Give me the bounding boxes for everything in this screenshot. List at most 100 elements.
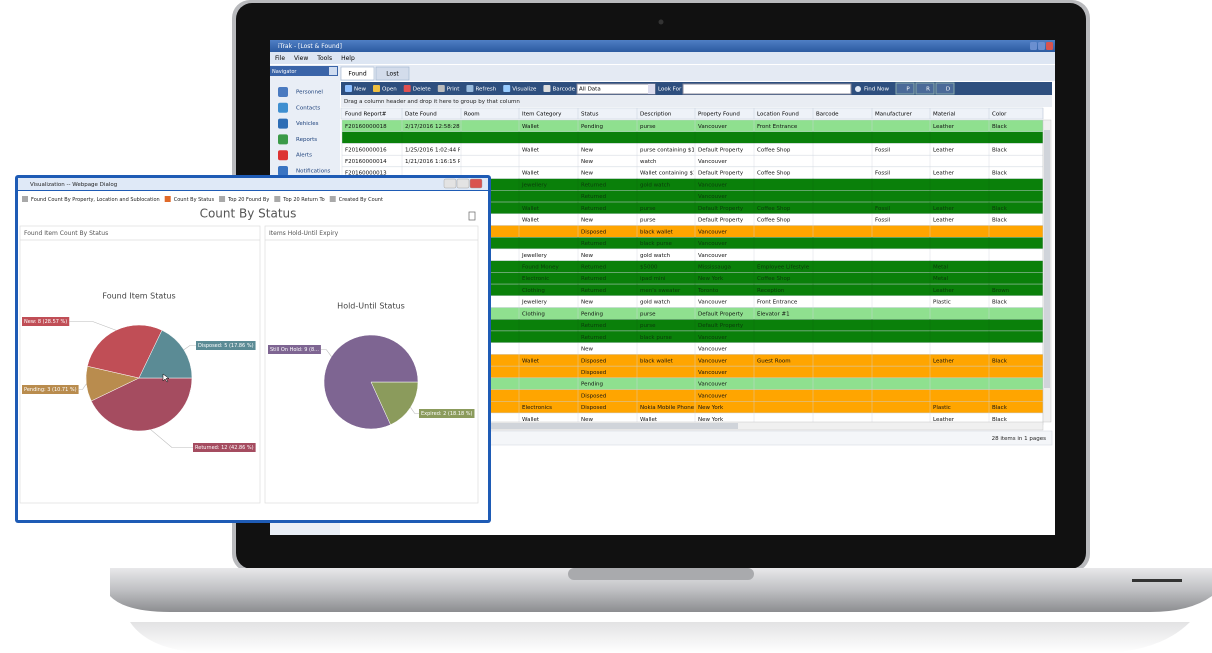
app-window: iTrak - [Lost & Found] File View Tools Help N… (270, 40, 1055, 535)
grid-cell: Vancouver (698, 124, 728, 130)
search-box[interactable] (682, 83, 852, 95)
grid-cell: purse (640, 311, 656, 317)
filter-value[interactable]: All Data (579, 87, 601, 93)
dialog-tab[interactable]: Top 20 Return To (282, 197, 324, 203)
toolbar-button[interactable]: Delete (413, 87, 432, 93)
extra-button[interactable] (915, 82, 935, 95)
grid-cell: Front Entrance (757, 300, 798, 306)
column-header[interactable]: Property Found (698, 112, 740, 118)
grid-cell: Returned (581, 194, 606, 200)
extra-button[interactable] (935, 82, 955, 95)
column-header[interactable]: Material (933, 112, 956, 118)
grid-cell: Jewellery (521, 253, 548, 259)
grid-footer: 28 items in 1 pages (992, 436, 1047, 442)
panel-header: Items Hold-Until Expiry (269, 230, 339, 237)
grid-cell: New (581, 159, 593, 165)
column-header[interactable]: Status (581, 112, 599, 118)
column-header[interactable]: Item Category (522, 112, 562, 118)
extra-button-label[interactable]: P (906, 87, 910, 93)
grid-row[interactable] (341, 131, 1044, 144)
nav-item[interactable]: Notifications (296, 169, 331, 175)
grid-cell: Vancouver (698, 159, 728, 165)
dialog-tab[interactable]: Top 20 Found By (227, 197, 269, 203)
nav-item[interactable]: Alerts (296, 153, 312, 159)
tab[interactable] (375, 66, 410, 81)
grid-cell: purse containing $10 (640, 147, 699, 153)
grid-cell: Leather (933, 218, 955, 224)
grid-cell: Wallet (522, 417, 540, 423)
nav-icon (278, 118, 288, 129)
toolbar-button[interactable]: Refresh (475, 87, 496, 93)
menu-item[interactable]: View (294, 55, 308, 62)
grid-cell: Vancouver (698, 370, 728, 376)
pie-label: Expired: 2 (18.18 %) (421, 411, 473, 417)
dialog-control[interactable] (469, 178, 483, 189)
extra-button-label[interactable]: R (926, 87, 930, 93)
tab-label[interactable]: Found (348, 71, 367, 78)
nav-item[interactable]: Personnel (296, 90, 323, 96)
nav-item[interactable]: Vehicles (296, 121, 319, 127)
toolbar-button[interactable]: Visualize (512, 87, 537, 93)
dialog-heading: Count By Status (200, 207, 297, 221)
grid-cell: Coffee Shop (757, 218, 791, 224)
dialog-tab-box[interactable] (164, 196, 171, 202)
nav-item[interactable]: Contacts (296, 105, 320, 111)
extra-button-label[interactable]: D (946, 87, 950, 93)
grid-cell: Fossil (875, 206, 891, 212)
extra-button[interactable] (895, 82, 915, 95)
menu-item[interactable]: Tools (316, 55, 332, 62)
navigator-pin[interactable] (329, 67, 337, 75)
dialog-tab-box[interactable] (329, 196, 336, 202)
menu-item[interactable]: Help (341, 55, 355, 62)
window-control[interactable] (1038, 42, 1045, 50)
dialog-tab-box[interactable] (219, 196, 226, 202)
toolbar-button[interactable]: Print (447, 87, 460, 93)
filter-arrow[interactable] (648, 84, 655, 94)
grid-cell: gold watch (640, 182, 671, 188)
dialog-tab[interactable]: Found Count By Property, Location and Su… (31, 197, 160, 203)
dialog-tab[interactable]: Count By Status (174, 197, 215, 203)
horizontal-thumb[interactable] (350, 423, 738, 429)
grid-cell: Vancouver (698, 182, 728, 188)
hinge-notch (568, 568, 754, 580)
pie-slice[interactable] (138, 329, 193, 379)
column-header[interactable]: Found Report# (345, 112, 387, 118)
navigator-header (270, 66, 338, 76)
menu-item[interactable]: File (275, 55, 285, 62)
tab[interactable] (340, 66, 375, 81)
group-hint: Drag a column header and drop it here to… (344, 99, 520, 105)
column-header[interactable]: Description (640, 112, 672, 118)
dialog-tab-box[interactable] (22, 196, 28, 202)
dialog-tab[interactable]: Created By Count (339, 197, 383, 203)
pie-slice[interactable] (87, 324, 163, 379)
export-icon[interactable] (468, 211, 476, 221)
nav-item[interactable]: Reports (296, 137, 317, 143)
vertical-thumb[interactable] (1044, 130, 1050, 388)
dialog-tab-box[interactable] (274, 196, 281, 202)
find-button[interactable]: Find Now (864, 87, 889, 93)
column-header[interactable]: Manufacturer (875, 112, 913, 118)
toolbar-button[interactable]: New (354, 87, 366, 93)
tab-label[interactable]: Lost (386, 71, 399, 78)
grid-cell: Fossil (875, 218, 891, 224)
column-header[interactable]: Date Found (405, 112, 437, 118)
grid-cell: New York (698, 417, 724, 423)
pie-slice[interactable] (323, 334, 419, 430)
dialog-control[interactable] (456, 178, 470, 189)
grid-cell: Vancouver (698, 393, 728, 399)
dialog-control[interactable] (443, 178, 457, 189)
tab-strip (340, 65, 1055, 81)
toolbar-button[interactable]: Open (382, 87, 397, 93)
column-header[interactable]: Room (464, 112, 480, 118)
window-control[interactable] (1046, 42, 1053, 50)
toolbar-button[interactable]: Barcode (552, 87, 575, 93)
toolbar-icon (503, 85, 511, 92)
column-header[interactable]: Color (992, 112, 1007, 118)
column-header[interactable]: Barcode (816, 112, 839, 118)
grid-cell: Front Entrance (757, 124, 798, 130)
grid-cell: New (581, 347, 593, 353)
grid-cell: black wallet (640, 358, 674, 364)
camera (658, 19, 664, 25)
window-control[interactable] (1030, 42, 1037, 50)
column-header[interactable]: Location Found (757, 112, 799, 118)
